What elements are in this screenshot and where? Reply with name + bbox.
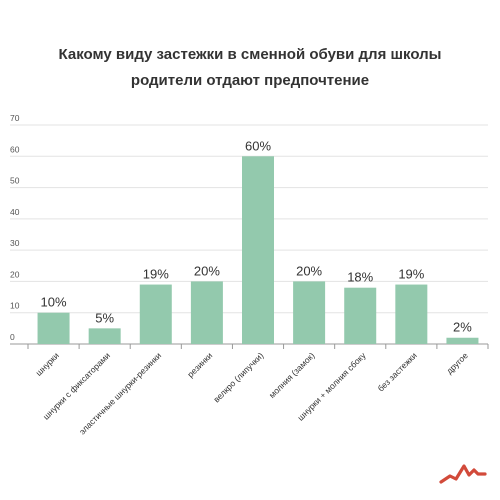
data-label: 10%	[41, 295, 67, 310]
y-tick-label: 30	[10, 238, 20, 248]
y-tick-label: 0	[10, 332, 15, 342]
bar	[190, 281, 223, 344]
data-label: 2%	[453, 320, 472, 335]
x-tick-label: без застежки	[376, 350, 419, 393]
bar	[293, 281, 326, 344]
chart-title-line-1: Какому виду застежки в сменной обуви для…	[58, 46, 442, 63]
x-tick-label: другое	[444, 350, 470, 376]
chart-title: Какому виду застежки в сменной обуви для…	[0, 42, 500, 94]
brand-logo-icon	[439, 464, 487, 484]
data-label: 5%	[95, 310, 114, 325]
x-tick-label: эластичные шнурки-резинки	[77, 350, 163, 436]
x-tick-label: резинки	[185, 350, 214, 379]
y-tick-label: 10	[10, 301, 20, 311]
data-label: 19%	[398, 267, 424, 282]
data-label: 19%	[143, 267, 169, 282]
y-tick-label: 60	[10, 144, 20, 154]
data-label: 18%	[347, 270, 373, 285]
data-label: 20%	[194, 263, 220, 278]
bar	[242, 156, 274, 344]
bar	[88, 328, 121, 344]
bar	[37, 312, 70, 344]
x-tick-label: велкро (липучки)	[211, 350, 265, 404]
chart-title-line-2: родители отдают предпочтение	[130, 72, 370, 89]
y-tick-label: 70	[10, 113, 20, 123]
y-tick-label: 40	[10, 207, 20, 217]
y-tick-label: 20	[10, 269, 20, 279]
x-tick-label: молния (замок)	[267, 350, 317, 400]
bar	[446, 337, 479, 344]
data-label: 60%	[245, 138, 271, 153]
data-label: 20%	[296, 263, 322, 278]
y-tick-label: 50	[10, 176, 20, 186]
bar	[395, 284, 428, 344]
bar	[344, 287, 377, 344]
bar	[139, 284, 172, 344]
x-tick-label: шнурки	[33, 350, 61, 378]
